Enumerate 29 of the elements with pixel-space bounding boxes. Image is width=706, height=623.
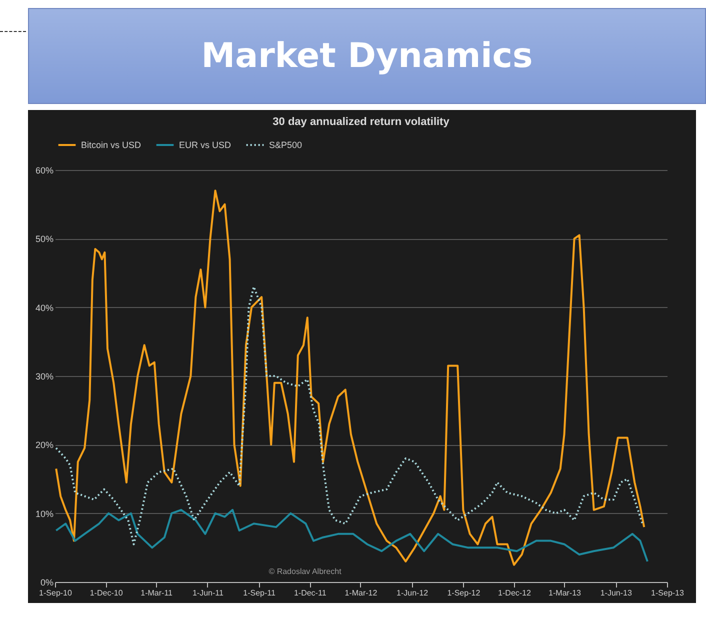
chart-subtitle: 30 day annualized return volatility <box>272 116 450 128</box>
line-series <box>55 190 646 566</box>
legend-label: S&P500 <box>269 140 302 150</box>
x-tick-label: 1-Sep-11 <box>243 588 276 598</box>
x-tick-label: 1-Sep-13 <box>651 588 684 598</box>
x-tick-label: 1-Jun-13 <box>600 588 632 598</box>
legend-label: EUR vs USD <box>179 140 232 150</box>
annotation: © Radoslav Albrecht <box>268 567 342 576</box>
y-tick-label: 60% <box>35 166 54 176</box>
y-tick-label: 0% <box>40 578 54 588</box>
y-tick-label: 10% <box>35 508 54 519</box>
x-tick-label: 1-Mar-11 <box>140 588 174 598</box>
x-tick-label: 1-Sep-12 <box>447 588 481 598</box>
x-tick-label: 1-Jun-11 <box>192 588 224 598</box>
x-tick-label: 1-Dec-12 <box>498 588 532 598</box>
legend-label: Bitcoin vs USD <box>81 140 142 150</box>
x-tick-label: 1-Jun-12 <box>396 588 429 598</box>
y-tick-label: 20% <box>35 440 54 450</box>
chart-title: Market Dynamics <box>28 8 706 104</box>
x-tick-label: 1-Mar-13 <box>548 588 582 598</box>
line-series <box>55 286 644 546</box>
line-series <box>55 508 648 562</box>
x-tick-label: 1-Dec-11 <box>294 588 327 598</box>
y-tick-label: 50% <box>35 234 54 244</box>
x-tick-label: 1-Sep-10 <box>39 588 72 598</box>
x-tick-label: 1-Mar-12 <box>344 588 378 598</box>
y-tick-label: 30% <box>35 372 54 382</box>
y-tick-label: 40% <box>35 302 54 313</box>
x-tick-label: 1-Dec-10 <box>90 588 124 598</box>
